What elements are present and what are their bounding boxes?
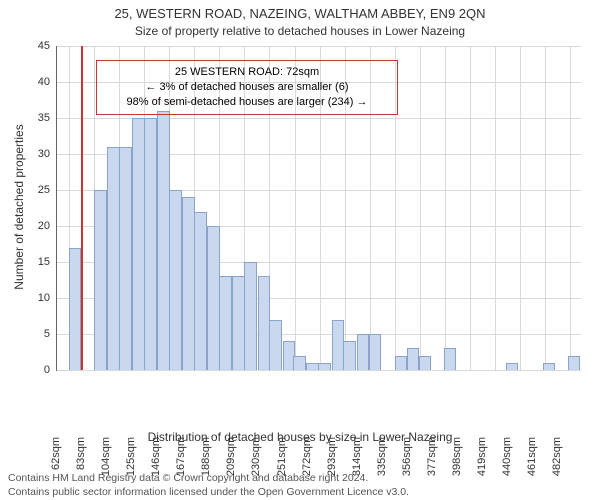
- histogram-bar: [258, 276, 271, 370]
- y-tick-label: 25: [0, 184, 50, 196]
- annotation-box: 25 WESTERN ROAD: 72sqm ← 3% of detached …: [96, 60, 398, 115]
- footer-line-2: Contains public sector information licen…: [8, 486, 409, 498]
- histogram-bar: [169, 190, 182, 370]
- annotation-line-1: 25 WESTERN ROAD: 72sqm: [103, 65, 391, 80]
- y-tick-label: 10: [0, 292, 50, 304]
- histogram-bar: [219, 276, 232, 370]
- histogram-bar: [132, 118, 145, 370]
- histogram-bar: [244, 262, 257, 370]
- histogram-bar: [207, 226, 220, 370]
- y-axis-label: Number of detached properties: [12, 102, 26, 312]
- gridline-v: [545, 46, 546, 370]
- gridline-v: [570, 46, 571, 370]
- gridline-v: [470, 46, 471, 370]
- y-tick-label: 0: [0, 364, 50, 376]
- histogram-bar: [357, 334, 370, 370]
- histogram-bar: [182, 197, 195, 370]
- annotation-line-3: 98% of semi-detached houses are larger (…: [103, 95, 391, 110]
- y-tick-label: 35: [0, 112, 50, 124]
- marker-line: [81, 46, 83, 370]
- histogram-bar: [543, 363, 556, 370]
- gridline-h: [57, 370, 581, 371]
- histogram-bar: [419, 356, 432, 370]
- x-tick-label: 482sqm: [551, 437, 600, 487]
- histogram-bar: [395, 356, 408, 370]
- histogram-bar: [407, 348, 420, 370]
- histogram-bar: [69, 248, 82, 370]
- y-tick-label: 30: [0, 148, 50, 160]
- histogram-bar: [119, 147, 132, 370]
- histogram-bar: [157, 111, 170, 370]
- y-tick-label: 40: [0, 76, 50, 88]
- histogram-bar: [306, 363, 319, 370]
- histogram-bar: [232, 276, 245, 370]
- histogram-bar: [444, 348, 457, 370]
- y-tick-label: 20: [0, 220, 50, 232]
- histogram-bar: [269, 320, 282, 370]
- y-tick-label: 5: [0, 328, 50, 340]
- histogram-bar: [369, 334, 382, 370]
- page-title: 25, WESTERN ROAD, NAZEING, WALTHAM ABBEY…: [0, 6, 600, 21]
- y-tick-label: 15: [0, 256, 50, 268]
- annotation-line-2: ← 3% of detached houses are smaller (6): [103, 80, 391, 95]
- histogram-bar: [506, 363, 519, 370]
- gridline-v: [520, 46, 521, 370]
- histogram-bar: [332, 320, 345, 370]
- y-tick-label: 45: [0, 40, 50, 52]
- histogram-bar: [343, 341, 356, 370]
- histogram-bar: [318, 363, 331, 370]
- histogram-bar: [194, 212, 207, 370]
- gridline-v: [445, 46, 446, 370]
- histogram-bar: [107, 147, 120, 370]
- gridline-v: [495, 46, 496, 370]
- histogram-bar: [94, 190, 107, 370]
- histogram-bar: [144, 118, 157, 370]
- histogram-bar: [568, 356, 581, 370]
- gridline-v: [420, 46, 421, 370]
- page-subtitle: Size of property relative to detached ho…: [0, 24, 600, 38]
- histogram-bar: [293, 356, 306, 370]
